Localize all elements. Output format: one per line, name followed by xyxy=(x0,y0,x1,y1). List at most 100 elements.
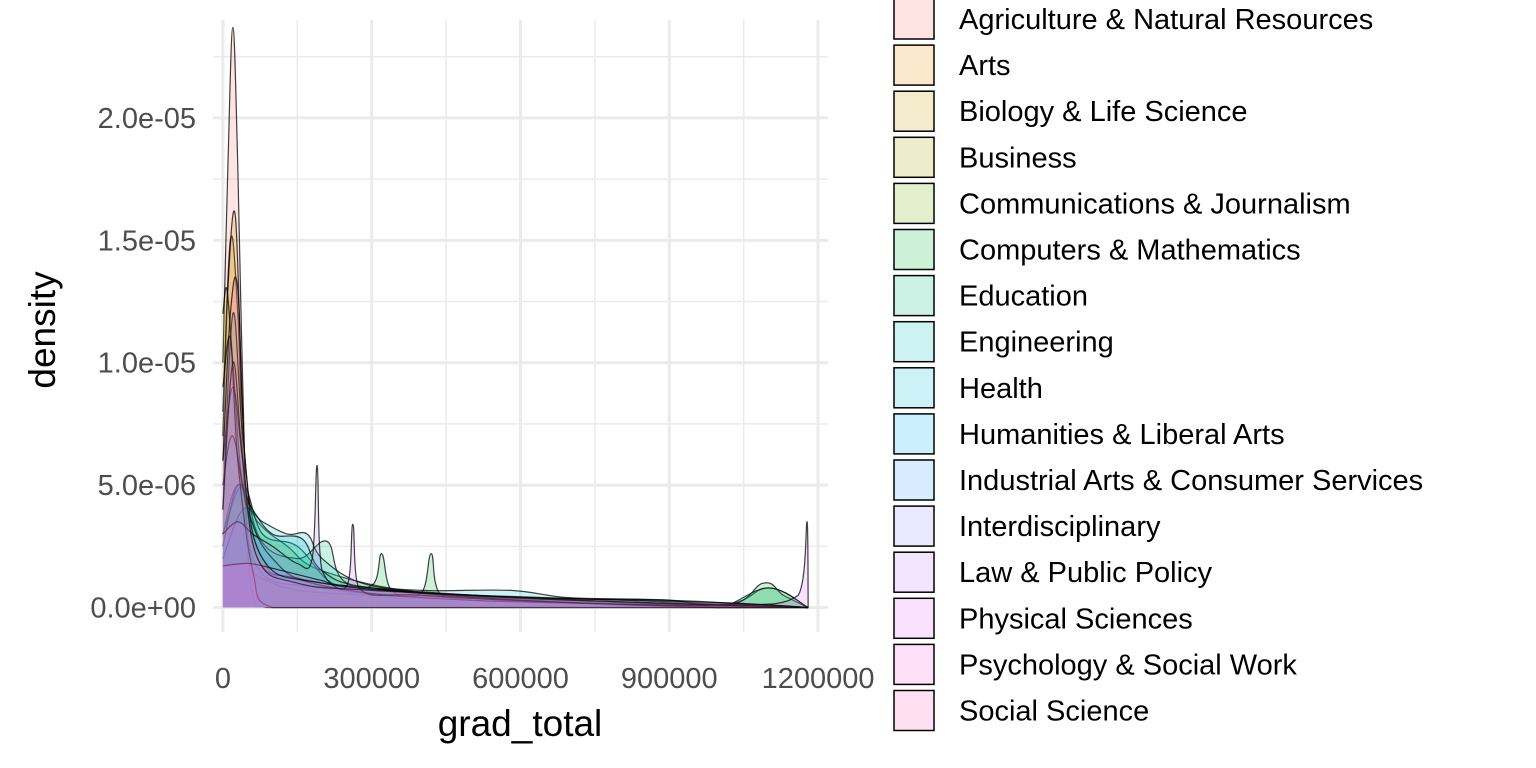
legend-item: Engineering xyxy=(893,320,1114,363)
legend-item: Interdisciplinary xyxy=(893,505,1161,548)
legend-key-bg xyxy=(893,551,935,594)
legend-key-bg xyxy=(893,459,935,501)
x-axis-title: grad_total xyxy=(438,703,603,744)
legend-label: Social Science xyxy=(959,696,1149,728)
legend-item: Communications & Journalism xyxy=(893,182,1351,225)
density-outline xyxy=(222,361,809,609)
density-outline xyxy=(222,26,809,609)
x-tick-label: 900000 xyxy=(621,663,718,695)
legend-item: Education xyxy=(893,274,1088,317)
legend-item: Arts xyxy=(893,44,1011,87)
legend-item: Health xyxy=(893,366,1043,409)
legend-key-swatch xyxy=(893,320,935,363)
legend-item: Industrial Arts & Consumer Services xyxy=(893,459,1423,501)
legend-key-swatch xyxy=(893,551,935,593)
legend-label: Law & Public Policy xyxy=(959,557,1213,589)
legend-item: Biology & Life Science xyxy=(893,90,1248,133)
legend-key-bg xyxy=(893,412,935,455)
legend-item: Agriculture & Natural Resources xyxy=(893,0,1373,40)
y-tick-label: 1.0e-05 xyxy=(98,348,196,380)
density-area xyxy=(222,435,809,608)
density-area xyxy=(222,484,809,608)
legend-key-swatch xyxy=(893,182,935,225)
y-tick-label: 0.0e+00 xyxy=(90,593,196,625)
legend-key-swatch xyxy=(893,274,935,317)
legend-key-bg xyxy=(893,643,935,686)
legend-item: Business xyxy=(893,136,1077,179)
legend-label: Agriculture & Natural Resources xyxy=(959,4,1373,36)
legend-label: Physical Sciences xyxy=(959,603,1193,635)
y-axis-ticks: 0.0e+00 5.0e-06 1.0e-05 1.5e-05 2.0e-05 xyxy=(90,103,196,625)
legend-label: Humanities & Liberal Arts xyxy=(959,419,1285,451)
legend: Agriculture & Natural Resources Arts Biolo… xyxy=(893,0,1423,732)
legend-key-swatch xyxy=(893,228,935,271)
legend-label: Psychology & Social Work xyxy=(959,649,1297,681)
legend-label: Health xyxy=(959,373,1043,405)
legend-item: Computers & Mathematics xyxy=(893,228,1301,271)
legend-key-swatch xyxy=(893,90,935,132)
legend-key-bg xyxy=(893,228,935,271)
x-tick-label: 600000 xyxy=(472,663,569,695)
legend-item: Humanities & Liberal Arts xyxy=(893,412,1285,455)
density-series-1 xyxy=(222,26,809,609)
y-tick-label: 2.0e-05 xyxy=(98,103,196,135)
y-tick-label: 1.5e-05 xyxy=(98,225,196,257)
legend-label: Interdisciplinary xyxy=(959,511,1161,543)
legend-key-swatch xyxy=(893,413,935,455)
density-area xyxy=(222,312,809,608)
legend-label: Engineering xyxy=(959,327,1114,359)
legend-key-bg xyxy=(893,274,935,317)
legend-key-swatch xyxy=(893,643,935,686)
density-area xyxy=(222,521,809,608)
density-series xyxy=(222,26,809,609)
x-axis-ticks: 0 300000 600000 900000 1200000 xyxy=(215,663,875,695)
legend-key-swatch xyxy=(893,459,935,501)
density-series-15 xyxy=(222,361,809,609)
legend-key-bg xyxy=(893,182,935,225)
legend-key-swatch xyxy=(893,0,935,40)
density-area xyxy=(222,387,809,608)
density-area xyxy=(222,27,809,608)
legend-key-bg xyxy=(893,0,935,40)
legend-label: Business xyxy=(959,142,1077,174)
legend-item: Law & Public Policy xyxy=(893,551,1213,594)
legend-key-bg xyxy=(893,597,935,640)
density-outline xyxy=(222,521,809,608)
legend-item: Psychology & Social Work xyxy=(893,643,1297,686)
density-outline xyxy=(222,335,809,609)
legend-key-bg xyxy=(893,505,935,548)
legend-key-swatch xyxy=(893,44,935,86)
density-area xyxy=(222,483,809,608)
density-area xyxy=(222,507,809,608)
density-series-12 xyxy=(222,335,809,609)
legend-label: Arts xyxy=(959,50,1011,82)
legend-label: Computers & Mathematics xyxy=(959,235,1301,267)
legend-label: Communications & Journalism xyxy=(959,188,1351,220)
density-series-14 xyxy=(222,521,809,608)
y-axis-title: density xyxy=(22,271,63,389)
density-series-16 xyxy=(222,276,809,609)
legend-label: Biology & Life Science xyxy=(959,96,1248,128)
legend-key-bg xyxy=(893,90,935,133)
legend-key-swatch xyxy=(893,505,935,547)
density-outline xyxy=(222,276,809,609)
legend-label: Education xyxy=(959,281,1088,313)
legend-key-bg xyxy=(893,366,935,409)
legend-item: Physical Sciences xyxy=(893,597,1193,640)
legend-item: Social Science xyxy=(893,689,1149,732)
legend-key-bg xyxy=(893,689,935,732)
legend-key-swatch xyxy=(893,136,935,179)
x-tick-label: 1200000 xyxy=(762,663,875,695)
legend-key-swatch xyxy=(893,367,935,409)
x-tick-label: 300000 xyxy=(323,663,420,695)
legend-label: Industrial Arts & Consumer Services xyxy=(959,465,1423,497)
legend-key-bg xyxy=(893,320,935,363)
density-area xyxy=(222,465,809,608)
y-tick-label: 5.0e-06 xyxy=(98,470,196,502)
x-tick-label: 0 xyxy=(215,663,231,695)
legend-key-bg xyxy=(893,44,935,87)
legend-key-bg xyxy=(893,136,935,179)
legend-key-swatch xyxy=(893,689,935,732)
density-area xyxy=(222,361,809,608)
